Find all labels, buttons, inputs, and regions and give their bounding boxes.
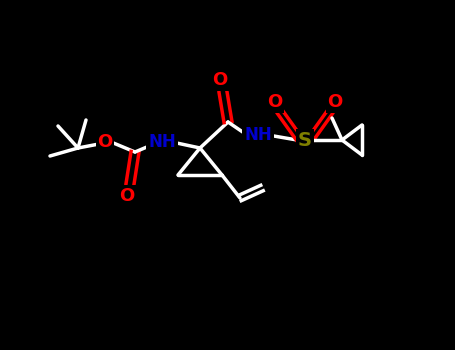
Text: O: O — [97, 133, 113, 151]
Text: O: O — [212, 71, 228, 89]
Text: S: S — [298, 131, 312, 149]
Text: O: O — [119, 187, 135, 205]
Text: O: O — [268, 93, 283, 111]
Text: NH: NH — [148, 133, 176, 151]
Text: NH: NH — [244, 126, 272, 144]
Text: O: O — [328, 93, 343, 111]
